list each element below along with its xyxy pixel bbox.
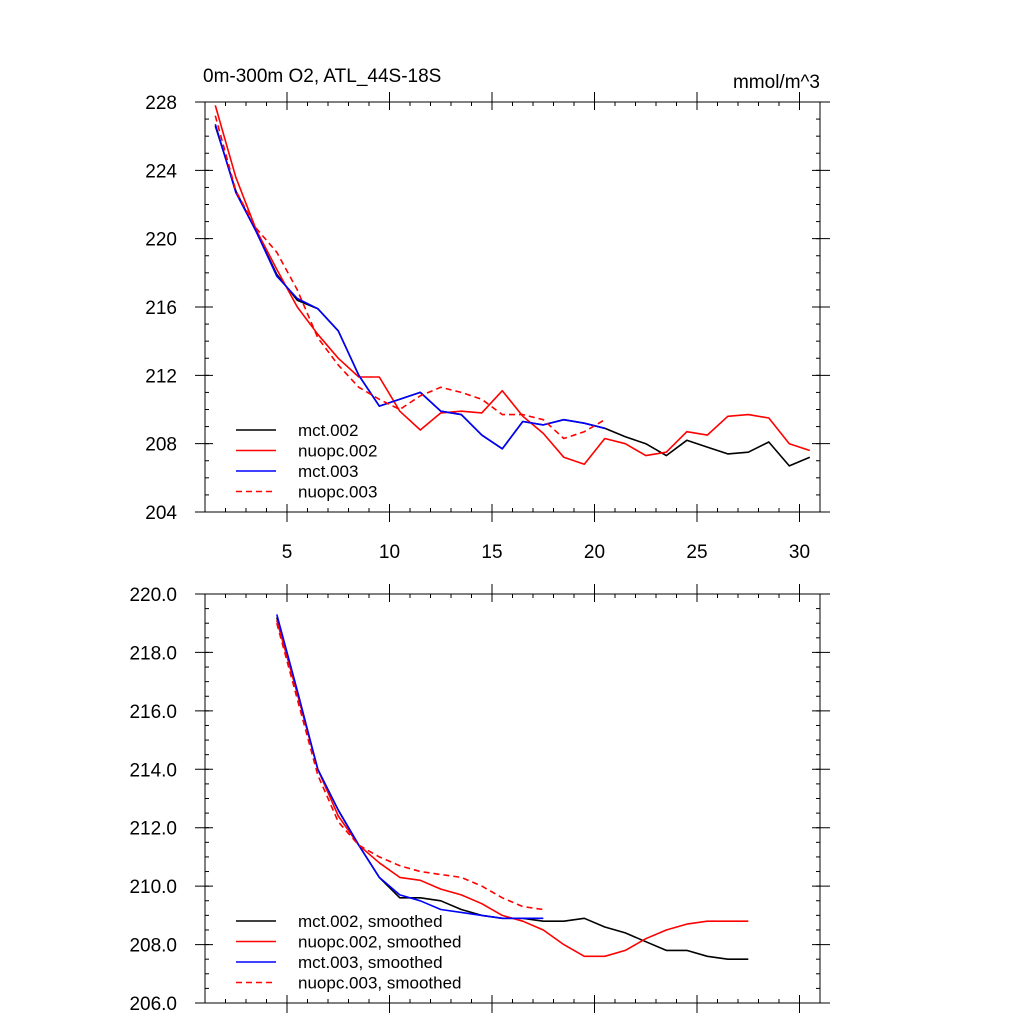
top-panel: 0m-300m O2, ATL_44S-18S mmol/m^3 204 208 2… <box>145 66 830 563</box>
units-label: mmol/m^3 <box>733 72 820 93</box>
legend-label: mct.003 <box>298 462 358 481</box>
chart-title: 0m-300m O2, ATL_44S-18S <box>203 66 441 87</box>
x-tick-label: 25 <box>686 542 707 563</box>
legend-label: nuopc.002, smoothed <box>298 933 462 952</box>
legend-label: mct.003, smoothed <box>298 953 443 972</box>
x-tick-label: 30 <box>789 542 810 563</box>
y-tick-label: 218.0 <box>129 643 177 664</box>
y-tick-label: 224 <box>145 161 177 182</box>
x-tick-label: 10 <box>379 542 400 563</box>
x-tick-label: 5 <box>282 542 293 563</box>
legend-label: nuopc.003, smoothed <box>298 974 462 993</box>
y-tick-label: 208 <box>145 435 177 456</box>
x-tick-label: 20 <box>584 542 605 563</box>
y-tick-label: 208.0 <box>129 936 177 957</box>
legend-label: mct.002 <box>298 421 358 440</box>
bottom-panel: 206.0 208.0 210.0 212.0 214.0 216.0 218.0 220.0… <box>129 584 830 1015</box>
y-tick-label: 216.0 <box>129 702 177 723</box>
y-tick-label: 216 <box>145 298 177 319</box>
y-tick-label: 220.0 <box>129 585 177 606</box>
y-tick-label: 204 <box>145 503 177 524</box>
plot-frame <box>204 593 821 1004</box>
series-line-3 <box>276 622 544 911</box>
y-tick-label: 212.0 <box>129 819 177 840</box>
y-tick-label: 220 <box>145 230 177 251</box>
x-tick-label: 15 <box>481 542 502 563</box>
series-line-1 <box>214 105 811 466</box>
y-tick-label: 228 <box>145 93 177 114</box>
y-tick-label: 212 <box>145 366 177 387</box>
y-tick-label: 210.0 <box>129 877 177 898</box>
plot-frame <box>204 101 821 513</box>
series-line-2 <box>276 614 544 920</box>
y-tick-label: 214.0 <box>129 760 177 781</box>
series-line-1 <box>276 620 749 958</box>
series-line-2 <box>214 123 605 450</box>
y-tick-label: 206.0 <box>129 994 177 1015</box>
series-line-0 <box>276 617 749 961</box>
legend-label: nuopc.002 <box>298 442 377 461</box>
legend-label: mct.002, smoothed <box>298 912 443 931</box>
legend-label: nuopc.003 <box>298 483 377 502</box>
series-line-3 <box>214 115 606 440</box>
